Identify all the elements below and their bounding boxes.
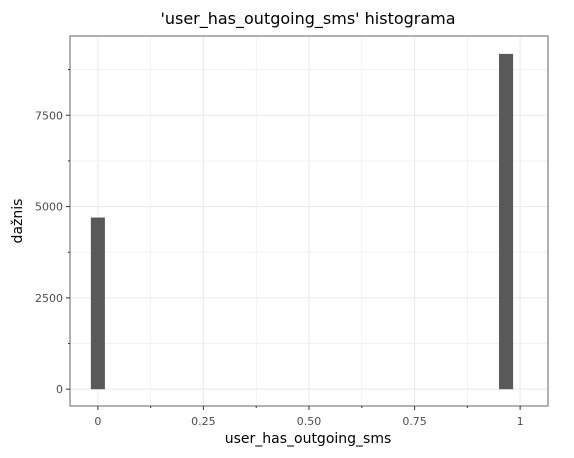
x-tick-label: 0 [94, 415, 101, 428]
axis-layer: 0 0.25 0.50 0.75 1 0 2500 5000 7500 [35, 70, 524, 428]
x-axis-title: user_has_outgoing_sms [225, 431, 392, 447]
bar-layer [91, 54, 513, 389]
y-tick-label: 0 [56, 383, 63, 396]
x-tick-label: 1 [517, 415, 524, 428]
histogram-bar [91, 218, 105, 390]
y-tick-label: 5000 [35, 201, 63, 214]
y-tick-label: 7500 [35, 109, 63, 122]
x-tick-label: 0.25 [191, 415, 216, 428]
chart-title: 'user_has_outgoing_sms' histograma [160, 9, 455, 29]
grid-layer [70, 36, 548, 406]
y-tick-label: 2500 [35, 292, 63, 305]
y-axis-title: dažnis [10, 199, 26, 244]
x-tick-label: 0.75 [402, 415, 427, 428]
histogram-bar [499, 54, 513, 389]
x-tick-label: 0.50 [297, 415, 322, 428]
